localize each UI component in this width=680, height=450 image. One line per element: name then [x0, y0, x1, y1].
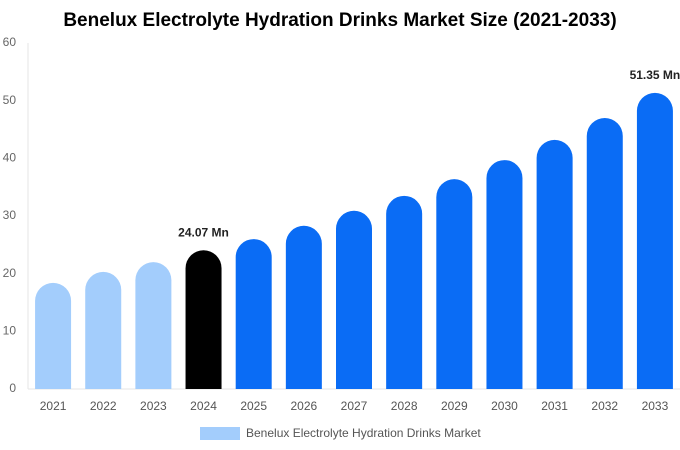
legend-swatch: [200, 427, 240, 440]
bar: [135, 262, 172, 389]
x-tick-label: 2024: [190, 399, 217, 413]
x-tick-label: 2026: [290, 399, 317, 413]
chart-title: Benelux Electrolyte Hydration Drinks Mar…: [63, 10, 616, 31]
bar: [536, 139, 573, 389]
bar: [336, 210, 372, 389]
y-tick-label: 20: [3, 266, 17, 280]
bar: [386, 195, 423, 389]
bar: [235, 239, 272, 389]
x-tick-label: 2022: [90, 399, 117, 413]
bar: [185, 250, 222, 389]
y-tick-label: 10: [3, 324, 17, 338]
bar: [586, 117, 623, 389]
x-tick-label: 2028: [391, 399, 418, 413]
bar: [636, 92, 673, 390]
bar: [85, 271, 122, 389]
y-tick-label: 60: [3, 35, 17, 49]
y-tick-label: 50: [3, 93, 17, 107]
bar: [285, 225, 322, 389]
x-tick-label: 2023: [140, 399, 167, 413]
x-tick-label: 2030: [491, 399, 518, 413]
x-tick-label: 2025: [240, 399, 267, 413]
bar: [436, 179, 473, 389]
legend-label: Benelux Electrolyte Hydration Drinks Mar…: [246, 426, 481, 440]
y-tick-label: 0: [9, 381, 16, 395]
x-tick-label: 2029: [441, 399, 468, 413]
value-label: 24.07 Mn: [178, 225, 229, 239]
x-tick-label: 2031: [541, 399, 568, 413]
value-label: 51.35 Mn: [630, 68, 680, 82]
x-tick-label: 2027: [341, 399, 368, 413]
x-tick-label: 2033: [642, 399, 669, 413]
x-tick-label: 2032: [591, 399, 618, 413]
bar: [35, 282, 72, 389]
y-tick-label: 30: [3, 208, 17, 222]
y-tick-label: 40: [3, 151, 17, 165]
x-tick-label: 2021: [40, 399, 67, 413]
bar: [486, 160, 523, 389]
